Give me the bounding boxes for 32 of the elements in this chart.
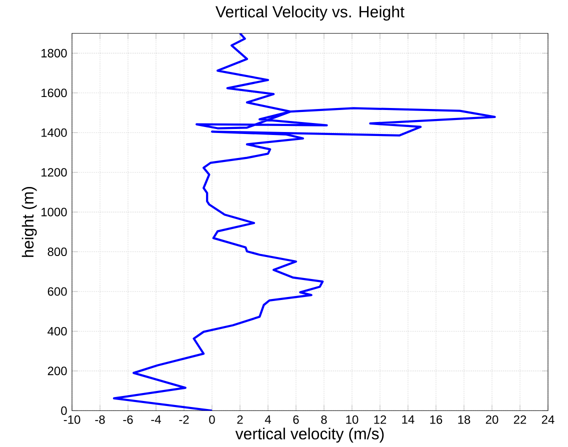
y-tick-label: 200 bbox=[48, 366, 67, 376]
x-tick-label: -10 bbox=[64, 416, 80, 424]
y-tick-label: 1000 bbox=[42, 208, 67, 216]
x-tick-label: 22 bbox=[514, 416, 526, 424]
y-axis-title: height (m) bbox=[22, 187, 37, 258]
x-tick-label: 18 bbox=[458, 416, 470, 424]
x-axis-title: vertical velocity (m/s) bbox=[235, 428, 384, 443]
x-tick-label: -6 bbox=[123, 416, 133, 424]
y-tick-label: 1600 bbox=[42, 88, 67, 98]
x-tick-label: 12 bbox=[374, 416, 386, 424]
y-tick-label: 1400 bbox=[42, 128, 67, 138]
y-tick-label: 600 bbox=[48, 287, 67, 296]
y-tick-label: 1200 bbox=[42, 168, 67, 177]
x-tick-label: 0 bbox=[209, 416, 215, 424]
x-tick-label: -4 bbox=[151, 416, 161, 424]
y-tick-label: 1800 bbox=[42, 49, 67, 58]
x-tick-label: 8 bbox=[321, 416, 327, 424]
y-tick-label: 800 bbox=[48, 248, 67, 256]
line-series bbox=[112, 34, 496, 411]
x-tick-label: 20 bbox=[486, 416, 498, 424]
x-tick-label: 14 bbox=[402, 416, 414, 424]
x-tick-label: -8 bbox=[95, 416, 105, 424]
x-tick-label: 6 bbox=[293, 416, 299, 424]
x-tick-label: 10 bbox=[346, 416, 358, 424]
x-tick-label: -2 bbox=[179, 416, 189, 424]
x-tick-label: 4 bbox=[264, 416, 271, 424]
x-tick-label: 24 bbox=[542, 416, 554, 424]
x-tick-label: 16 bbox=[430, 416, 442, 424]
y-tick-label: 0 bbox=[61, 406, 67, 416]
x-tick-label: 2 bbox=[237, 416, 243, 424]
chart-title: Vertical Velocity vs. Height bbox=[216, 6, 404, 21]
y-tick-label: 400 bbox=[48, 327, 67, 336]
